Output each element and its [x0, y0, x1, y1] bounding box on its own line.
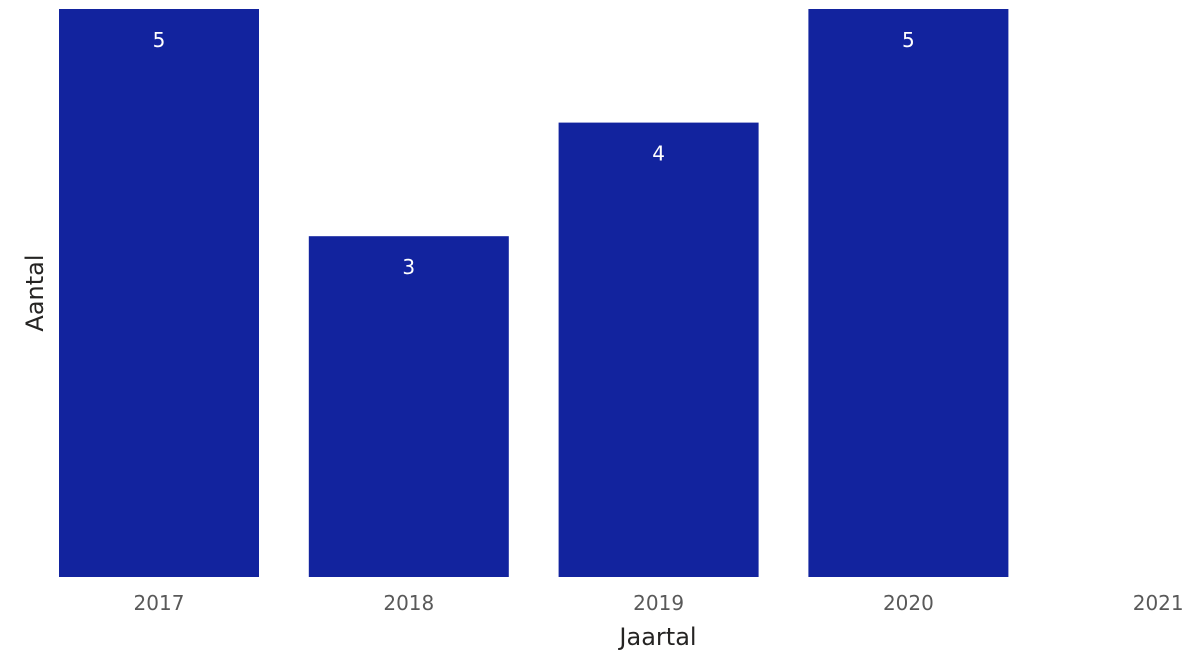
- x-tick-label-2018: 2018: [383, 591, 434, 615]
- bars-group: [59, 9, 1009, 577]
- x-axis-title: Jaartal: [617, 623, 696, 650]
- x-tick-label-2021: 2021: [1133, 591, 1184, 615]
- x-tick-label-2017: 2017: [134, 591, 185, 615]
- x-tick-label-2020: 2020: [883, 591, 934, 615]
- bar-2019[interactable]: [558, 122, 759, 577]
- data-label-2018: 3: [402, 255, 415, 279]
- bar-2017[interactable]: [59, 9, 259, 577]
- x-axis-ticks: 2017 2018 2019 2020 2021: [134, 591, 1184, 615]
- data-labels-group: 5 3 4 5: [153, 28, 915, 279]
- data-label-2019: 4: [652, 142, 665, 166]
- x-tick-label-2019: 2019: [633, 591, 684, 615]
- data-label-2017: 5: [153, 28, 166, 52]
- data-label-2020: 5: [902, 28, 915, 52]
- bar-2020[interactable]: [808, 9, 1009, 577]
- bar-2018[interactable]: [308, 236, 509, 577]
- y-axis-title: Aantal: [21, 254, 49, 331]
